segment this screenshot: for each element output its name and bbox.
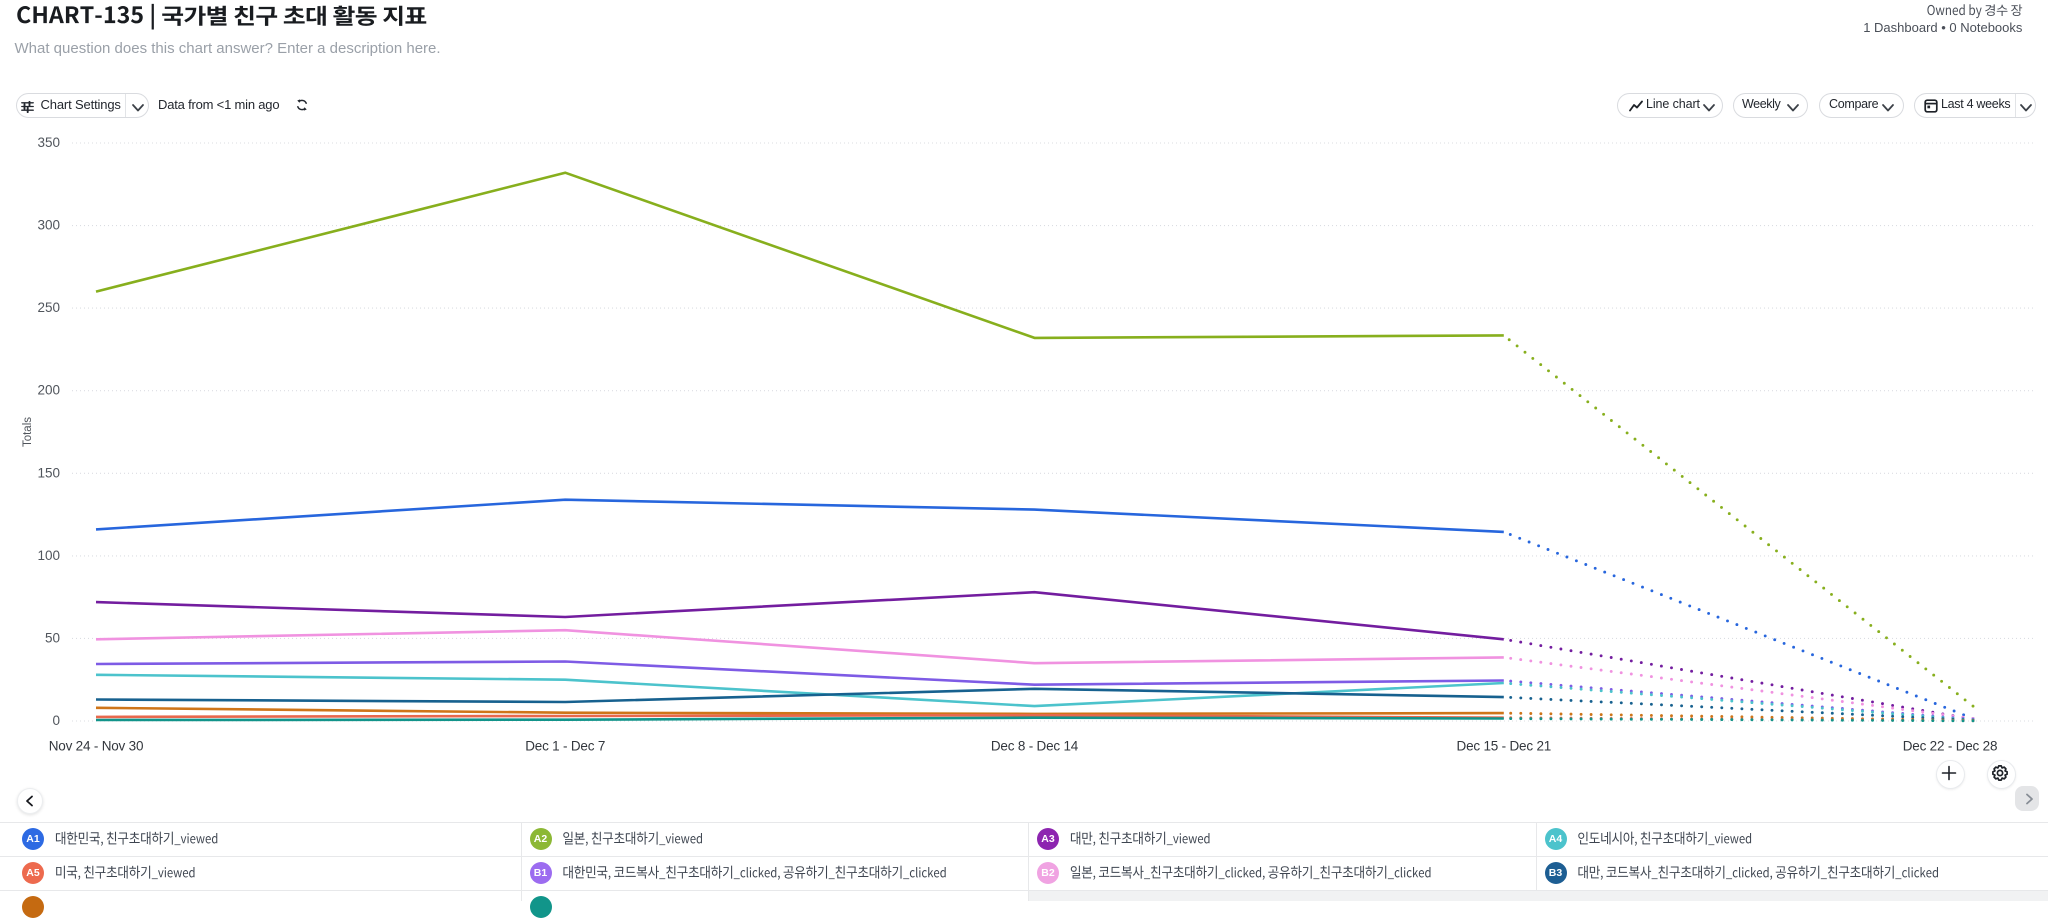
svg-text:350: 350: [37, 135, 60, 150]
svg-text:300: 300: [37, 218, 60, 233]
svg-text:100: 100: [37, 548, 60, 563]
svg-text:250: 250: [37, 300, 60, 315]
svg-text:Totals: Totals: [22, 417, 34, 447]
svg-text:Dec 8 - Dec 14: Dec 8 - Dec 14: [991, 739, 1079, 754]
svg-text:Dec 22 - Dec 28: Dec 22 - Dec 28: [1903, 739, 1998, 754]
svg-text:Nov 24 - Nov 30: Nov 24 - Nov 30: [49, 739, 144, 754]
svg-text:150: 150: [37, 465, 60, 480]
svg-text:Dec 15 - Dec 21: Dec 15 - Dec 21: [1457, 739, 1552, 754]
svg-text:Dec 1 - Dec 7: Dec 1 - Dec 7: [525, 739, 605, 754]
svg-text:50: 50: [45, 630, 60, 645]
svg-text:200: 200: [37, 383, 60, 398]
svg-text:0: 0: [52, 713, 60, 728]
